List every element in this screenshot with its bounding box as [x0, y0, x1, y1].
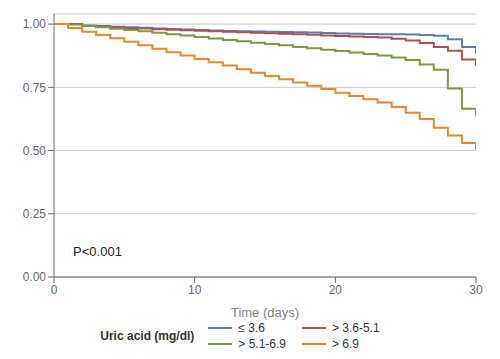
svg-text:20: 20 [329, 283, 343, 297]
svg-text:0.75: 0.75 [23, 81, 47, 95]
html-text:≤ 3.6: ≤ 3.6 [238, 321, 265, 335]
svg-text:0: 0 [51, 283, 58, 297]
svg-text:0.25: 0.25 [23, 207, 47, 221]
html-text:Uric acid (mg/dl): Uric acid (mg/dl) [100, 329, 195, 343]
svg-text:P<0.001: P<0.001 [73, 244, 122, 259]
svg-text:0.00: 0.00 [23, 270, 47, 284]
html-text:> 3.6-5.1: > 3.6-5.1 [332, 321, 380, 335]
svg-text:0.50: 0.50 [23, 144, 47, 158]
html-text:> 5.1-6.9: > 5.1-6.9 [238, 337, 286, 351]
svg-text:10: 10 [188, 283, 202, 297]
svg-text:30: 30 [469, 283, 483, 297]
svg-text:Time (days): Time (days) [231, 305, 299, 320]
html-text:> 6.9: > 6.9 [332, 337, 359, 351]
svg-text:1.00: 1.00 [23, 17, 47, 31]
